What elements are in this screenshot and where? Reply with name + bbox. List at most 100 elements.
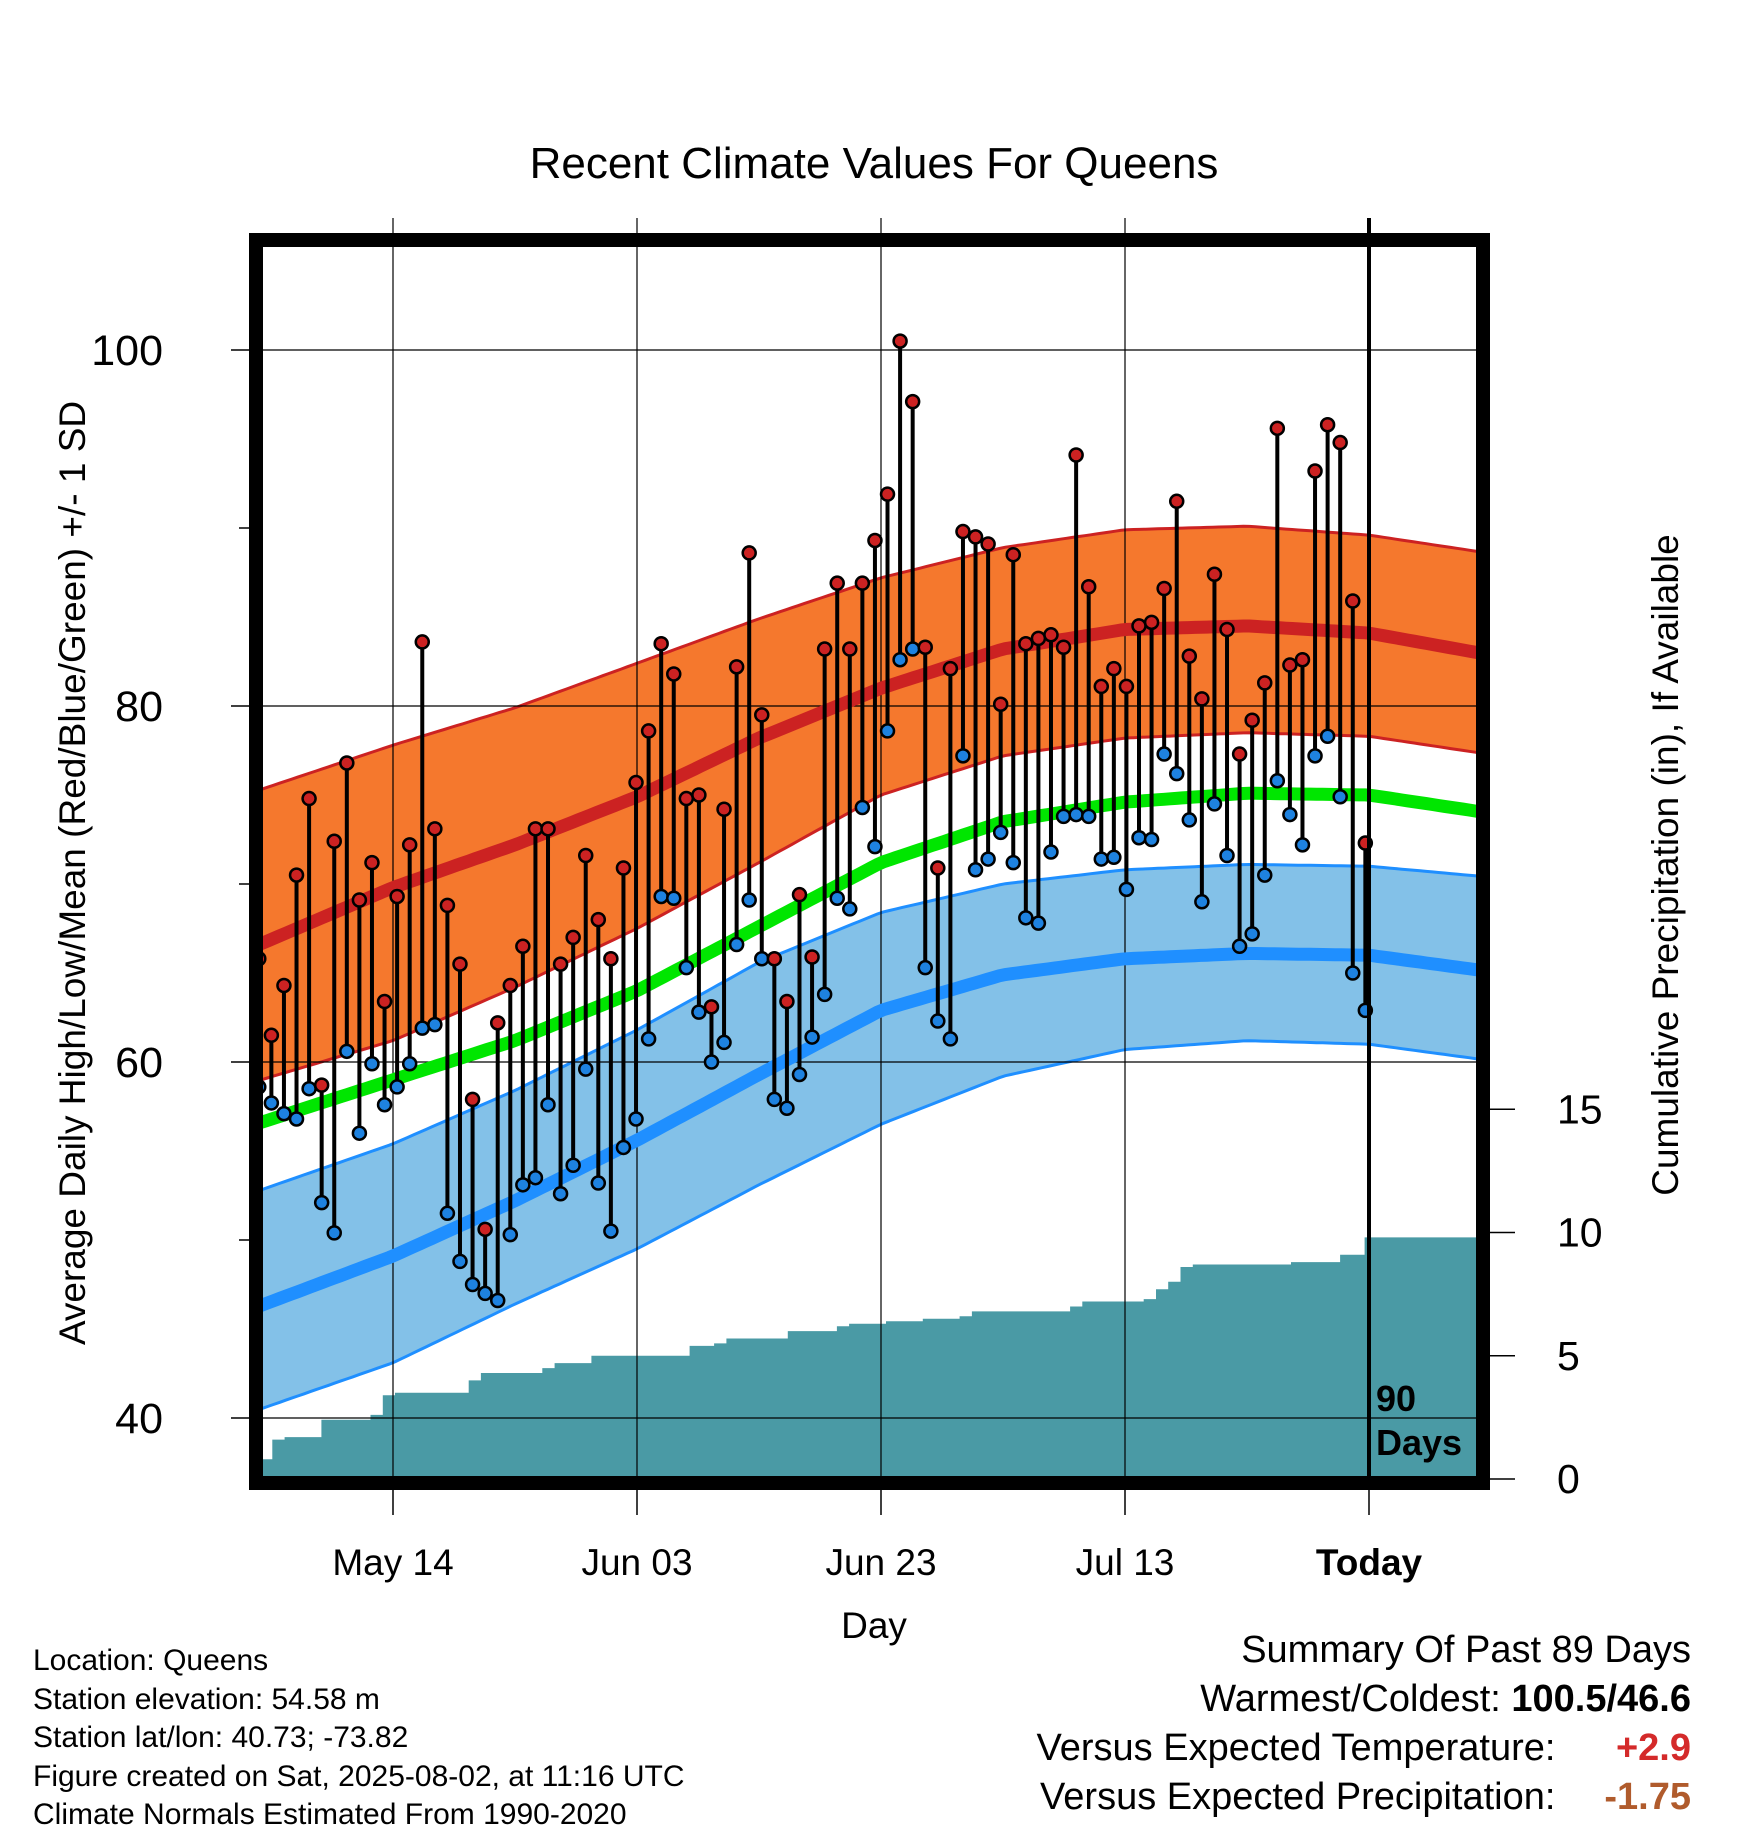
high-sd-band (262, 526, 1477, 1080)
y2-tick-label: 15 (1557, 1086, 1603, 1132)
daily-low-point (401, 1056, 418, 1072)
daily-low-point (967, 862, 984, 878)
daily-low-point (741, 892, 757, 908)
daily-low-point (439, 1205, 456, 1222)
daily-low-point (1080, 808, 1097, 825)
daily-high-point (955, 523, 971, 540)
daily-low-point (754, 951, 770, 967)
normals-text: Climate Normals Estimated From 1990-2020 (33, 1798, 627, 1831)
daily-low-point (1106, 849, 1122, 866)
daily-high-point (552, 956, 569, 972)
daily-low-point (728, 936, 745, 953)
daily-low-point (816, 986, 833, 1003)
daily-low-point (980, 851, 996, 867)
daily-low-point (502, 1226, 519, 1243)
daily-high-point (930, 860, 946, 876)
daily-low-point (263, 1095, 280, 1111)
daily-low-point (527, 1169, 544, 1186)
daily-low-point (603, 1223, 619, 1239)
daily-low-point (389, 1079, 405, 1095)
summary-precipitation: Versus Expected Precipitation: -1.75 (1037, 1773, 1691, 1822)
daily-low-point (1018, 910, 1034, 926)
daily-low-point (779, 1100, 795, 1117)
daily-low-point (716, 1034, 732, 1051)
daily-low-point (590, 1175, 607, 1191)
daily-low-point (1093, 851, 1110, 867)
daily-high-point (351, 892, 368, 908)
daily-low-point (992, 824, 1009, 841)
daily-high-point (1256, 675, 1273, 691)
daily-low-point (1030, 915, 1047, 931)
daily-low-point (364, 1056, 380, 1072)
summary-temperature: Versus Expected Temperature: +2.9 (1037, 1724, 1691, 1773)
y2-axis-label: Cumulative Precipitation (in), If Availa… (1645, 534, 1686, 1196)
x-tick-label: Jun 23 (825, 1542, 936, 1583)
daily-high-point (917, 639, 933, 656)
daily-high-point (691, 787, 707, 803)
daily-low-point (703, 1054, 720, 1070)
daily-high-point (791, 886, 808, 903)
daily-low-point (1168, 765, 1185, 782)
daily-high-point (1194, 691, 1210, 707)
daily-high-point (804, 949, 820, 965)
high-normal-line (262, 619, 1477, 951)
x-axis-label: Day (841, 1605, 907, 1646)
daily-low-point (1118, 881, 1135, 898)
daily-low-point (917, 959, 933, 976)
daily-high-point (1219, 621, 1235, 638)
daily-high-point (1168, 493, 1185, 510)
daily-low-point (904, 641, 921, 657)
daily-high-point (628, 774, 644, 791)
daily-high-point (464, 1091, 481, 1108)
summary-heading: Summary Of Past 89 Days (1241, 1629, 1691, 1671)
precip-area (262, 1237, 1477, 1477)
daily-high-point (754, 707, 770, 723)
daily-low-point (452, 1253, 468, 1270)
daily-low-point (1345, 965, 1361, 981)
daily-high-point (1106, 660, 1122, 677)
daily-low-point (301, 1080, 317, 1097)
daily-high-point (565, 929, 581, 946)
daily-low-point (854, 799, 871, 816)
daily-low-point (791, 1066, 808, 1083)
daily-low-point (1294, 837, 1311, 853)
daily-high-point (1319, 417, 1336, 433)
y-tick-label: 80 (115, 683, 163, 731)
daily-low-point (666, 890, 682, 906)
daily-high-point (389, 888, 405, 905)
daily-low-point (414, 1020, 431, 1036)
daily-high-point (401, 837, 418, 853)
x-tick-label: Today (1316, 1542, 1423, 1583)
daily-high-point (489, 1015, 506, 1031)
low-minus-sd-line (262, 1039, 1477, 1411)
daily-high-point (1018, 635, 1034, 652)
precip-anomaly-value: -1.75 (1604, 1776, 1691, 1818)
summary-warmest-coldest: Warmest/Coldest: 100.5/46.6 (1037, 1675, 1691, 1724)
daily-high-point (477, 1221, 493, 1238)
daily-low-point (1319, 728, 1336, 745)
daily-high-point (615, 860, 632, 876)
daily-high-point (540, 821, 556, 837)
temp-anomaly-value: +2.9 (1615, 1727, 1691, 1769)
daily-low-point (766, 1091, 783, 1108)
daily-high-point (1294, 651, 1311, 668)
daily-low-point (288, 1111, 305, 1127)
daily-low-point (615, 1139, 632, 1156)
daily-high-point (1068, 447, 1084, 463)
daily-high-point (842, 641, 858, 657)
daily-low-point (1332, 789, 1348, 805)
location-text: Location: Queens (33, 1644, 269, 1677)
daily-high-point (1156, 580, 1172, 597)
daily-low-point (552, 1185, 569, 1202)
y-tick-label: 100 (91, 327, 163, 375)
chart-title: Recent Climate Values For Queens (530, 139, 1219, 188)
today-days-number: 90 (1376, 1378, 1416, 1419)
daily-high-point (590, 911, 607, 928)
daily-low-point (326, 1225, 342, 1241)
daily-high-point (678, 790, 695, 807)
daily-high-point (1269, 420, 1286, 437)
daily-low-point (540, 1096, 556, 1113)
daily-high-point (1181, 648, 1198, 664)
daily-low-point (1206, 796, 1223, 812)
